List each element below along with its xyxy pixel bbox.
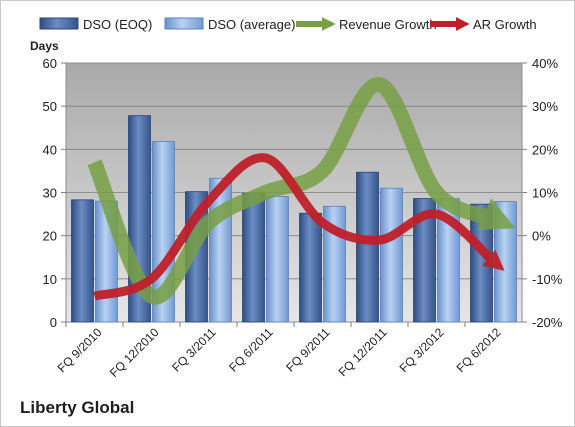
bar-dso-average bbox=[380, 187, 403, 323]
bar-dso-eoq bbox=[71, 199, 94, 323]
bar-dso-eoq bbox=[299, 212, 322, 323]
x-tick-label: FQ 9/2010 bbox=[55, 325, 105, 375]
company-caption: Liberty Global bbox=[20, 398, 135, 417]
y-tick-label: 40 bbox=[43, 142, 57, 157]
x-tick-label: FQ 3/2012 bbox=[397, 325, 447, 375]
legend-label: Revenue Growth bbox=[339, 17, 437, 32]
y2-tick-label: 20% bbox=[532, 142, 558, 157]
legend-label: AR Growth bbox=[473, 17, 537, 32]
y-tick-label: 30 bbox=[43, 186, 57, 201]
x-tick-label: FQ 12/2011 bbox=[336, 325, 390, 379]
bar-dso-eoq bbox=[242, 192, 265, 323]
legend-swatch bbox=[164, 17, 204, 30]
x-tick-label: FQ 12/2010 bbox=[107, 325, 162, 380]
bar-dso-average bbox=[494, 201, 517, 323]
x-tick-label: FQ 6/2011 bbox=[226, 325, 276, 375]
x-tick-label: FQ 9/2011 bbox=[283, 325, 333, 375]
y-tick-label: 20 bbox=[43, 229, 57, 244]
y-tick-label: 10 bbox=[43, 272, 57, 287]
series-line-ar-growth bbox=[93, 153, 505, 301]
bar-dso-eoq bbox=[413, 198, 436, 323]
legend-label: DSO (average) bbox=[208, 17, 295, 32]
y2-tick-label: -10% bbox=[532, 272, 563, 287]
y2-tick-label: 30% bbox=[532, 99, 558, 114]
y-axis-title: Days bbox=[30, 39, 59, 53]
x-tick-label: FQ 3/2011 bbox=[169, 325, 219, 375]
legend-label: DSO (EOQ) bbox=[83, 17, 152, 32]
y-tick-label: 0 bbox=[50, 315, 57, 330]
y-tick-label: 50 bbox=[43, 99, 57, 114]
y2-tick-label: 40% bbox=[532, 56, 558, 71]
y2-tick-label: -20% bbox=[532, 315, 563, 330]
y-tick-label: 60 bbox=[43, 56, 57, 71]
bar-dso-average bbox=[266, 195, 289, 323]
y2-tick-label: 0% bbox=[532, 229, 551, 244]
x-tick-label: FQ 6/2012 bbox=[454, 325, 504, 375]
bar-dso-eoq bbox=[356, 171, 379, 323]
legend-swatch bbox=[39, 17, 79, 30]
y2-tick-label: 10% bbox=[532, 186, 558, 201]
